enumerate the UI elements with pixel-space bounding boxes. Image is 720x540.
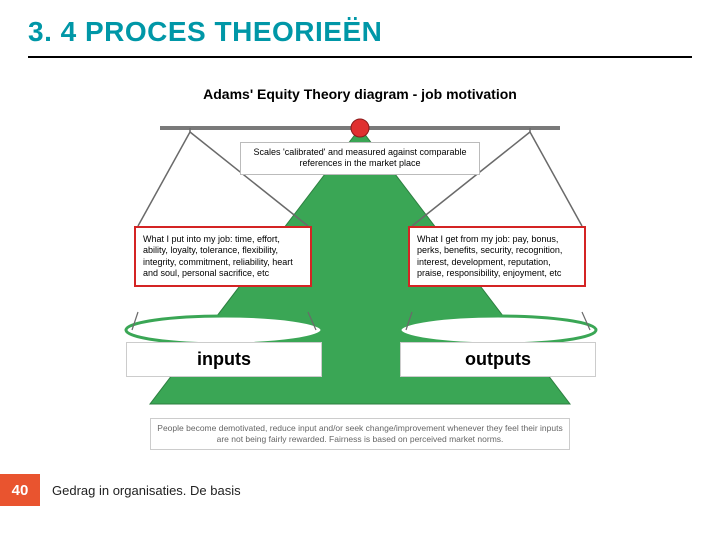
slide-title: 3. 4 PROCES THEORIEËN [28,16,382,48]
page-number-box: 40 [0,474,40,506]
diagram-title: Adams' Equity Theory diagram - job motiv… [120,86,600,102]
demotivation-note: People become demotivated, reduce input … [150,418,570,450]
calibration-note: Scales 'calibrated' and measured against… [240,142,480,175]
diagram-body: Scales 'calibrated' and measured against… [120,114,600,464]
footer-text: Gedrag in organisaties. De basis [52,474,241,506]
outputs-label: outputs [400,342,596,377]
slide: 3. 4 PROCES THEORIEËN Adams' Equity Theo… [0,0,720,540]
inputs-label: inputs [126,342,322,377]
outputs-description-box: What I get from my job: pay, bonus, perk… [408,226,586,287]
inputs-description-box: What I put into my job: time, effort, ab… [134,226,312,287]
title-rule [28,56,692,58]
page-number: 40 [12,482,29,499]
equity-diagram: Adams' Equity Theory diagram - job motiv… [120,86,600,464]
footer-bar: 40 Gedrag in organisaties. De basis [0,474,405,506]
